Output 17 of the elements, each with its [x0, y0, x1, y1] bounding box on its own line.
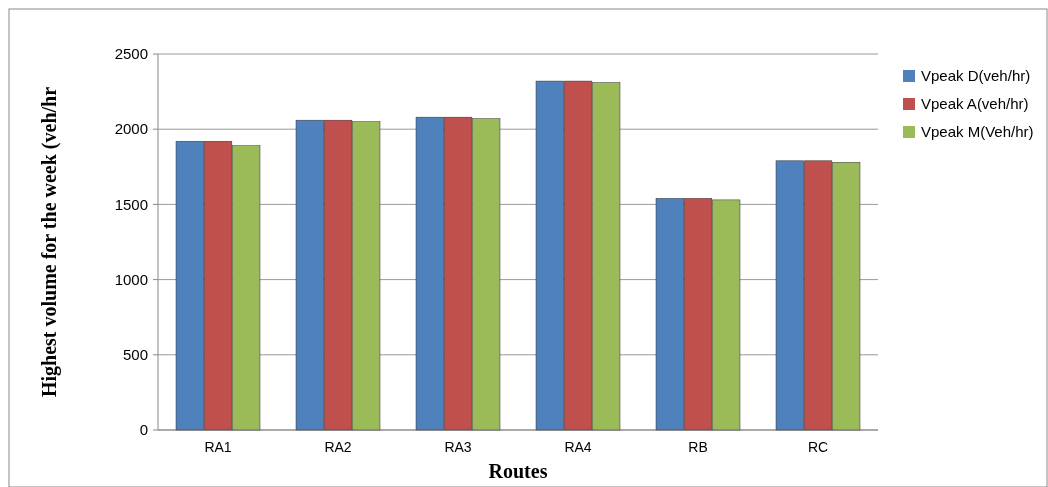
y-tick-label: 2000 [114, 120, 148, 138]
y-tick-label: 2500 [114, 45, 148, 63]
x-tick-label: RB [688, 439, 708, 455]
y-tick-label: 1500 [114, 195, 148, 213]
y-tick-label: 1000 [114, 270, 148, 288]
y-tick-label: 500 [122, 346, 148, 364]
x-tick-label: RA4 [564, 439, 592, 455]
x-tick-label: RA1 [204, 439, 232, 455]
legend-label: Vpeak D(veh/hr) [921, 67, 1031, 85]
x-tick-label: RA2 [324, 439, 352, 455]
y-axis-title: Highest volume for the week (veh/hr [38, 86, 61, 398]
legend-label: Vpeak A(veh/hr) [921, 95, 1029, 113]
x-tick-label: RC [807, 439, 829, 455]
x-tick-label: RA3 [444, 439, 472, 455]
legend-label: Vpeak M(Veh/hr) [921, 123, 1034, 141]
x-axis-title: Routes [488, 460, 548, 482]
y-tick-label: 0 [139, 421, 148, 439]
